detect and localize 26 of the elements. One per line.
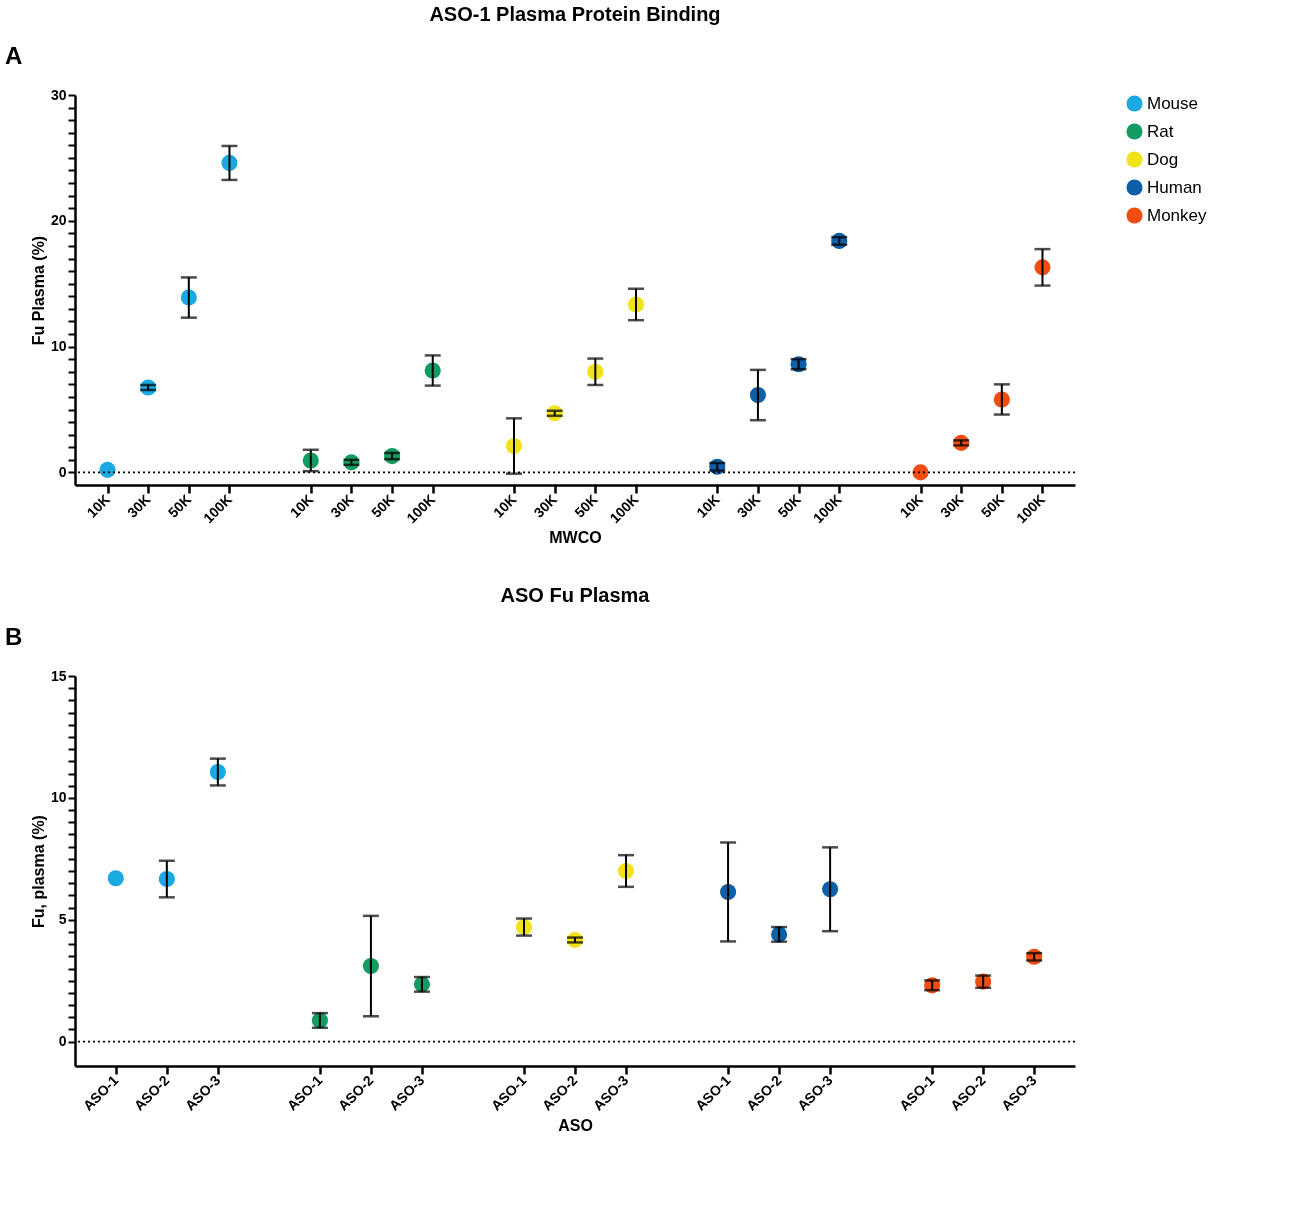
y-tick-label: 10 [50, 338, 67, 355]
x-axis-title: ASO [558, 1116, 593, 1134]
text: B [5, 623, 23, 650]
x-axis-title: MWCO [549, 529, 602, 547]
y-axis-title: Fu Plasma (%) [29, 235, 47, 346]
x-tick-label: 50K [368, 491, 398, 521]
y-tick-label: 0 [58, 1033, 67, 1050]
y-tick-label: 10 [50, 789, 67, 806]
y-tick-label: 20 [50, 212, 67, 229]
x-tick-label: 50K [774, 491, 805, 521]
legend-label: Human [1147, 177, 1202, 197]
y-tick-label: 30 [50, 86, 67, 103]
x-tick-label: 50K [571, 491, 601, 521]
y-tick-label: 15 [50, 667, 67, 684]
text: A [5, 42, 23, 69]
x-tick-label: 50K [977, 491, 1008, 521]
y-tick-label: 5 [58, 911, 67, 928]
chart-title: ASO-1 Plasma Protein Binding [429, 3, 721, 25]
legend-label: Rat [1147, 121, 1174, 141]
y-axis-title: Fu, plasma (%) [29, 815, 47, 928]
y-tick-label: 0 [58, 463, 67, 480]
legend-label: Mouse [1147, 93, 1199, 113]
chart-title: ASO Fu Plasma [500, 584, 651, 606]
legend-label: Dog [1147, 149, 1179, 169]
legend-label: Monkey [1147, 205, 1208, 225]
x-tick-label: 50K [164, 491, 195, 521]
